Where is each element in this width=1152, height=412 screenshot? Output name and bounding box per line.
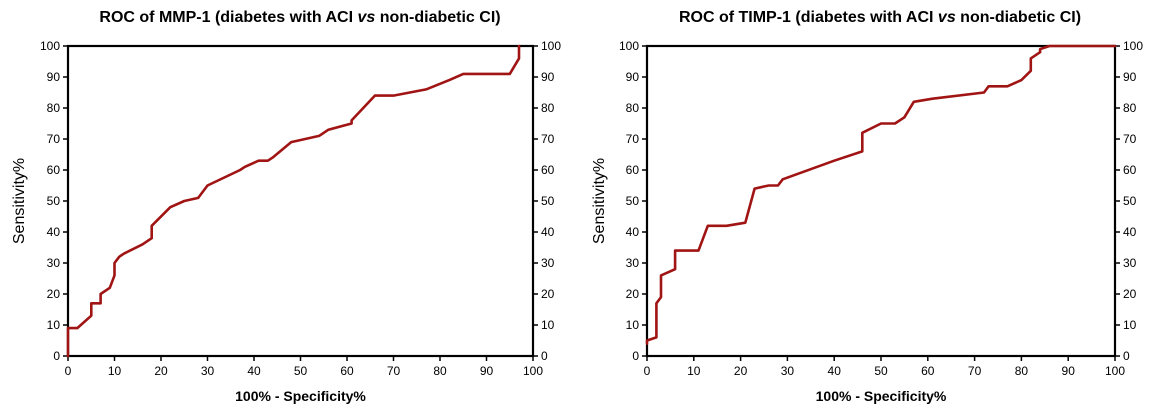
- y-tick-label-right: 10: [541, 318, 555, 332]
- y-axis-label: Sensitivity%: [11, 158, 28, 244]
- y-tick-label-right: 80: [1123, 101, 1137, 115]
- x-tick-label: 100: [1105, 364, 1125, 378]
- y-tick-label-left: 30: [47, 256, 61, 270]
- y-tick-label-left: 0: [53, 349, 60, 363]
- x-tick-label: 10: [108, 364, 122, 378]
- x-tick-label: 80: [1015, 364, 1029, 378]
- plot-frame: [645, 44, 1117, 358]
- y-tick-label-left: 70: [47, 132, 61, 146]
- x-tick-label: 60: [340, 364, 354, 378]
- y-tick-label-left: 20: [626, 287, 640, 301]
- y-tick-label-left: 90: [47, 70, 61, 84]
- y-tick-label-right: 40: [541, 225, 555, 239]
- y-tick-label-right: 60: [1123, 163, 1137, 177]
- x-tick-label: 60: [921, 364, 935, 378]
- y-tick-label-left: 80: [626, 101, 640, 115]
- x-tick-label: 30: [781, 364, 795, 378]
- y-tick-label-left: 80: [47, 101, 61, 115]
- y-tick-label-left: 0: [632, 349, 639, 363]
- x-tick-label: 90: [1062, 364, 1076, 378]
- x-axis-label: 100% - Specificity%: [816, 388, 947, 404]
- y-tick-label-left: 30: [626, 256, 640, 270]
- y-tick-label-right: 10: [1123, 318, 1137, 332]
- y-tick-label-left: 90: [626, 70, 640, 84]
- y-tick-label-left: 10: [47, 318, 61, 332]
- x-tick-label: 0: [65, 364, 72, 378]
- y-tick-label-left: 100: [40, 39, 60, 53]
- chart-title-rest: non-diabetic CI): [956, 9, 1081, 26]
- x-tick-label: 90: [480, 364, 494, 378]
- y-tick-label-left: 60: [626, 163, 640, 177]
- x-axis-label: 100% - Specificity%: [235, 388, 366, 404]
- y-tick-label-left: 20: [47, 287, 61, 301]
- y-tick-label-right: 30: [1123, 256, 1137, 270]
- y-tick-label-right: 60: [541, 163, 555, 177]
- y-tick-label-right: 90: [541, 70, 555, 84]
- y-tick-label-right: 80: [541, 101, 555, 115]
- x-tick-label: 10: [687, 364, 701, 378]
- y-tick-label-right: 70: [541, 132, 555, 146]
- y-tick-label-right: 70: [1123, 132, 1137, 146]
- plot-frame: [66, 44, 535, 358]
- chart-title-italic: vs: [357, 9, 375, 26]
- y-tick-label-right: 20: [1123, 287, 1137, 301]
- y-tick-label-right: 30: [541, 256, 555, 270]
- y-tick-label-left: 10: [626, 318, 640, 332]
- y-tick-label-right: 40: [1123, 225, 1137, 239]
- x-tick-label: 70: [968, 364, 982, 378]
- y-tick-label-left: 50: [47, 194, 61, 208]
- x-tick-label: 50: [874, 364, 888, 378]
- x-tick-label: 20: [154, 364, 168, 378]
- y-tick-label-left: 100: [619, 39, 639, 53]
- y-tick-label-right: 100: [541, 39, 561, 53]
- roc-curve: [645, 44, 1117, 345]
- y-tick-label-left: 40: [47, 225, 61, 239]
- y-tick-label-left: 50: [626, 194, 640, 208]
- x-tick-label: 70: [387, 364, 401, 378]
- y-tick-label-left: 60: [47, 163, 61, 177]
- x-tick-label: 40: [828, 364, 842, 378]
- x-tick-label: 30: [201, 364, 215, 378]
- chart-title-main: ROC of MMP-1 (diabetes with ACI: [99, 9, 357, 26]
- x-tick-label: 20: [734, 364, 748, 378]
- roc-chart-2: ROC of TIMP-1 (diabetes with ACI vs non-…: [591, 9, 1143, 404]
- chart-title: ROC of TIMP-1 (diabetes with ACI vs non-…: [679, 9, 1081, 26]
- roc-chart-1: ROC of MMP-1 (diabetes with ACI vs non-d…: [11, 9, 561, 404]
- y-tick-label-right: 0: [1123, 349, 1130, 363]
- y-tick-label-right: 50: [1123, 194, 1137, 208]
- y-tick-label-right: 100: [1123, 39, 1143, 53]
- y-tick-label-right: 90: [1123, 70, 1137, 84]
- chart-title-main: ROC of TIMP-1 (diabetes with ACI: [679, 9, 938, 26]
- y-axis-label: Sensitivity%: [591, 158, 608, 244]
- y-tick-label-right: 20: [541, 287, 555, 301]
- y-tick-label-left: 70: [626, 132, 640, 146]
- chart-title-rest: non-diabetic CI): [375, 9, 500, 26]
- y-tick-label-left: 40: [626, 225, 640, 239]
- chart-title: ROC of MMP-1 (diabetes with ACI vs non-d…: [99, 9, 500, 26]
- roc-curve: [66, 44, 521, 358]
- y-tick-label-right: 0: [541, 349, 548, 363]
- y-tick-label-right: 50: [541, 194, 555, 208]
- x-tick-label: 40: [247, 364, 261, 378]
- chart-title-italic: vs: [938, 9, 956, 26]
- x-tick-label: 0: [644, 364, 651, 378]
- x-tick-label: 100: [523, 364, 543, 378]
- x-tick-label: 50: [294, 364, 308, 378]
- x-tick-label: 80: [433, 364, 447, 378]
